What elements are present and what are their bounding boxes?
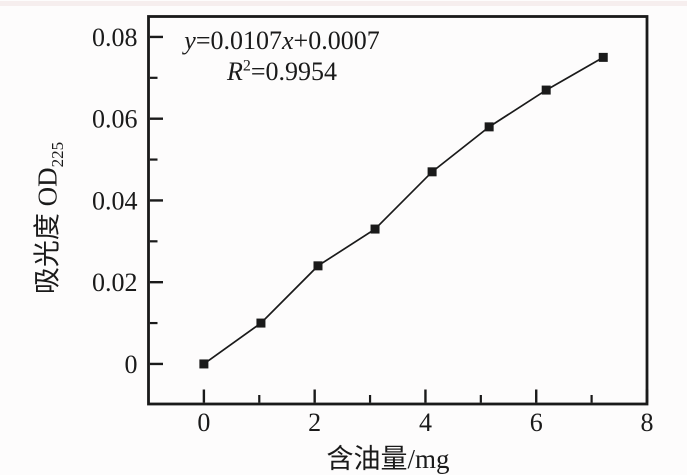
data-line — [203, 56, 604, 365]
data-point — [484, 122, 494, 132]
x-tick-label: 4 — [419, 408, 432, 437]
y-tick-label: 0.02 — [92, 268, 138, 297]
y-tick-label: 0 — [125, 350, 138, 379]
x-tick-label: 0 — [197, 408, 210, 437]
y-axis-title-subscript: 225 — [47, 141, 67, 168]
data-point — [313, 261, 323, 271]
y-tick-label: 0.06 — [92, 105, 138, 134]
data-point — [598, 52, 608, 62]
equation-slope-part: =0.0107 — [195, 26, 282, 55]
data-point — [370, 224, 380, 234]
equation-intercept-part: +0.0007 — [293, 26, 380, 55]
data-point — [199, 359, 209, 369]
data-point — [256, 318, 266, 328]
r-squared-variable: R — [226, 57, 243, 86]
scan-artifact-band — [0, 1, 687, 6]
regression-annotation: y=0.0107x+0.0007 R2=0.9954 — [184, 25, 379, 87]
data-point — [427, 167, 437, 177]
equation-line1: y=0.0107x+0.0007 — [184, 25, 379, 56]
y-axis-title: 吸光度 OD225 — [26, 141, 67, 295]
equation-line2: R2=0.9954 — [184, 56, 379, 87]
x-axis-title: 含油量/mg — [326, 444, 450, 474]
equation-x-variable: x — [282, 26, 294, 55]
data-point — [541, 85, 551, 95]
x-tick-label: 6 — [530, 408, 543, 437]
y-tick-label: 0.08 — [92, 23, 138, 52]
equation-y-variable: y — [184, 26, 196, 55]
x-tick-label: 8 — [641, 408, 654, 437]
r-squared-exponent: 2 — [242, 57, 251, 75]
x-tick-label: 2 — [308, 408, 321, 437]
plot-frame — [147, 15, 649, 406]
r-squared-value: =0.9954 — [250, 57, 338, 86]
y-tick-label: 0.04 — [92, 186, 138, 215]
y-axis-title-text: 吸光度 OD — [32, 167, 63, 295]
